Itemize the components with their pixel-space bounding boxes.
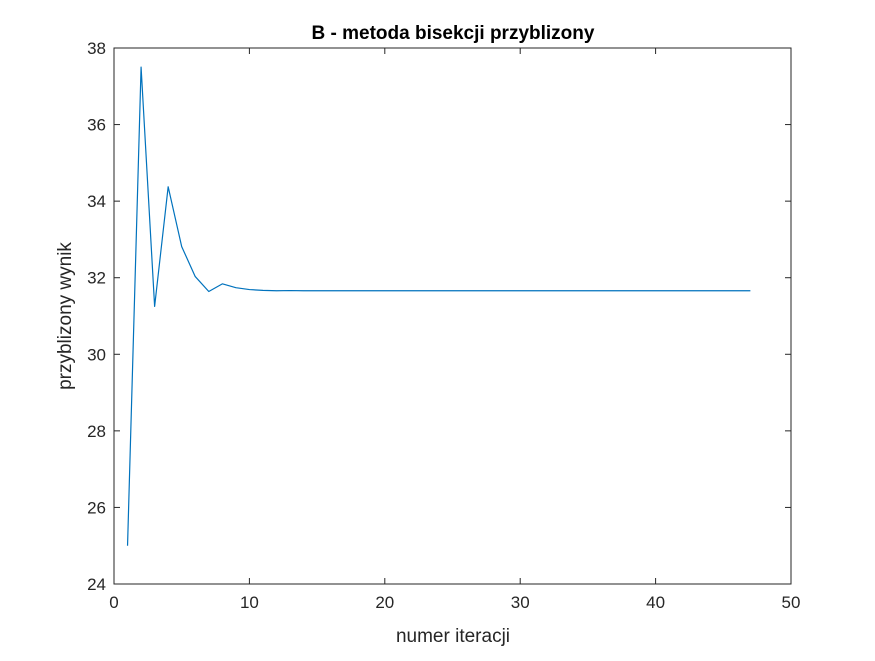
series-line [126,66,751,546]
x-tick-label: 10 [240,593,259,612]
y-tick-label: 26 [87,498,106,517]
y-tick-label: 28 [87,422,106,441]
y-tick-label: 38 [87,39,106,58]
y-tick-label: 24 [87,575,106,594]
x-tick-label: 40 [646,593,665,612]
axes-box [113,47,792,585]
chart-title: B - metoda bisekcji przyblizony [312,23,595,44]
x-tick-label: 20 [375,593,394,612]
y-axis-label: przyblizony wynik [55,242,76,390]
x-tick-label: 0 [109,593,118,612]
x-tick-label: 50 [782,593,801,612]
plot-area: 0 10 20 30 40 50 24 26 28 30 32 34 36 38 [87,39,800,612]
y-tick-label: 34 [87,192,106,211]
x-tick-label: 30 [511,593,530,612]
y-tick-label: 36 [87,116,106,135]
x-axis-label: numer iteracji [396,626,510,647]
y-tick-label: 32 [87,269,106,288]
y-tick-label: 30 [87,345,106,364]
